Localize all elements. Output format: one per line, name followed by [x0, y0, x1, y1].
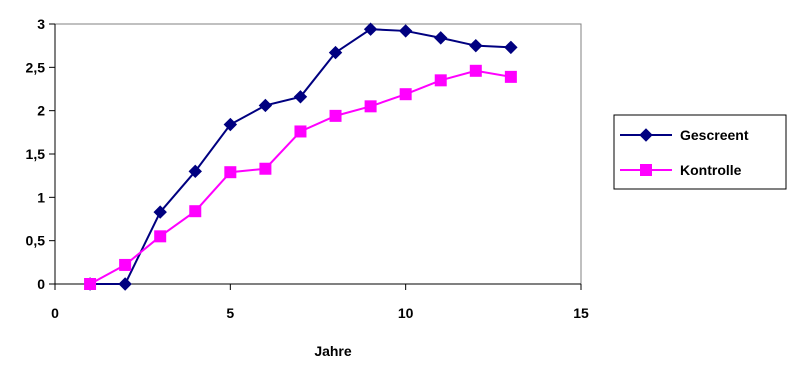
plot-frame	[54, 23, 582, 285]
data-point	[504, 40, 518, 55]
legend-label: Gescreent	[680, 127, 749, 143]
data-point	[398, 24, 413, 38]
data-point	[399, 88, 412, 101]
y-tick-label: 1,5	[26, 146, 46, 162]
x-tick-label: 15	[573, 305, 589, 321]
y-tick-label: 0,5	[26, 233, 46, 249]
data-point	[469, 64, 482, 77]
legend: Gescreent Kontrolle	[613, 114, 787, 190]
legend-item: Kontrolle	[620, 162, 742, 178]
legend-item: Gescreent	[620, 127, 749, 143]
series-kontrolle	[84, 64, 517, 290]
data-point	[294, 125, 307, 138]
y-tick-label: 2	[37, 103, 45, 119]
data-point	[504, 70, 517, 83]
x-axis-title: Jahre	[314, 343, 352, 359]
y-tick-label: 0	[37, 276, 45, 292]
legend-marker	[639, 128, 653, 142]
series-gescreent	[83, 22, 518, 291]
y-tick-label: 2,5	[26, 59, 46, 75]
legend-marker	[640, 164, 652, 176]
data-point	[329, 109, 342, 122]
data-point	[223, 117, 238, 132]
data-point	[328, 45, 343, 60]
data-point	[119, 258, 132, 271]
data-point	[84, 278, 97, 290]
y-tick-label: 1	[37, 189, 45, 205]
data-point	[224, 166, 237, 179]
data-point	[258, 98, 273, 113]
data-point	[118, 277, 132, 291]
data-point	[363, 22, 378, 36]
data-point	[469, 38, 483, 53]
y-tick-label: 3	[37, 16, 45, 32]
data-point	[188, 164, 202, 179]
legend-label: Kontrolle	[680, 162, 742, 178]
data-point	[189, 205, 202, 218]
data-point	[434, 31, 448, 45]
data-point	[259, 162, 272, 175]
legend-box	[613, 114, 787, 190]
data-point	[434, 74, 447, 87]
data-point	[293, 90, 308, 104]
series-layer	[83, 22, 518, 291]
x-axis: 0 5 10 15	[51, 283, 589, 321]
data-point	[364, 100, 377, 113]
plot-area	[54, 23, 582, 285]
data-point	[154, 230, 167, 243]
x-tick-label: 10	[398, 305, 414, 321]
y-axis: 0 0,5 1 1,5 2 2,5 3	[26, 16, 56, 292]
data-point	[153, 205, 167, 219]
x-tick-label: 0	[51, 305, 59, 321]
x-tick-label: 5	[226, 305, 234, 321]
